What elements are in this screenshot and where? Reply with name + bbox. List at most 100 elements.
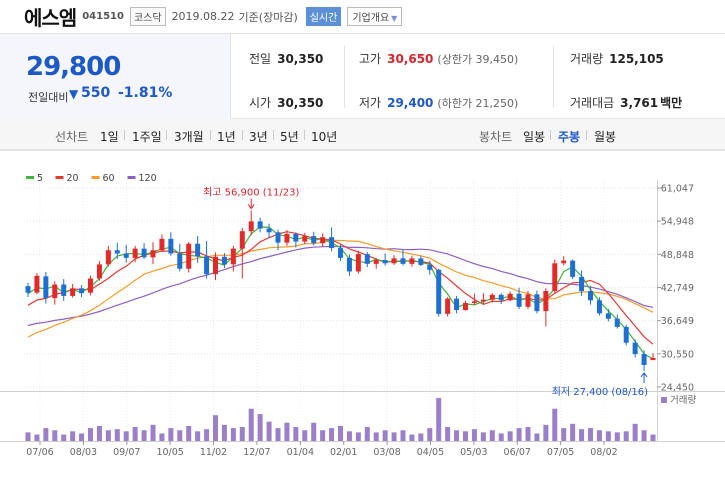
candle-body <box>329 237 335 249</box>
volume-bar <box>570 423 576 441</box>
y-tick-label: 24,450 <box>661 383 694 394</box>
period-5y[interactable]: 5년 <box>280 130 299 144</box>
candle-body <box>382 260 388 264</box>
candle-body <box>61 284 67 296</box>
candle-body <box>445 298 451 314</box>
candle-body <box>454 298 460 311</box>
volume-bar <box>141 430 147 441</box>
candle-body <box>409 258 415 264</box>
x-tick-label: 12/07 <box>243 447 270 458</box>
candle-body <box>248 221 254 232</box>
volume-bar <box>302 430 308 441</box>
candle-weekly[interactable]: 주봉 <box>558 130 581 144</box>
y-tick-label: 36,649 <box>661 316 694 327</box>
period-3y[interactable]: 3년 <box>249 130 268 144</box>
volume-bar <box>454 430 460 441</box>
x-tick-label: 02/01 <box>330 447 357 458</box>
period-3m[interactable]: 3개월 <box>174 130 204 144</box>
period-1w[interactable]: 1주일 <box>132 130 162 144</box>
candle-body <box>320 237 326 244</box>
candle-body <box>25 286 31 293</box>
volume-bar <box>34 434 40 441</box>
candle-daily[interactable]: 일봉 <box>523 130 546 144</box>
volume-bar <box>61 434 67 441</box>
volume-bar <box>588 428 593 441</box>
candle-body <box>605 313 611 319</box>
candle-body <box>427 264 433 270</box>
open-value: 30,350 <box>277 96 324 110</box>
candle-body <box>632 342 638 355</box>
y-tick-label: 30,550 <box>661 349 694 360</box>
low-label: 저가 <box>359 96 382 110</box>
x-tick-label: 09/07 <box>113 447 140 458</box>
volume-label: 거래량 <box>570 52 604 66</box>
candle-body <box>132 248 138 258</box>
period-1d[interactable]: 1일 <box>100 130 119 144</box>
volume-bar <box>543 424 549 441</box>
candle-body <box>213 256 218 275</box>
quote-basis: 기준(장마감) <box>238 10 298 24</box>
x-tick-label: 01/04 <box>287 447 314 458</box>
x-tick-label: 10/05 <box>156 447 183 458</box>
candle-body <box>123 253 129 258</box>
volume-bar <box>418 433 424 441</box>
volume-bar <box>436 398 442 441</box>
candle-body <box>650 357 656 361</box>
y-tick-label: 42,749 <box>661 283 694 294</box>
candle-body <box>230 248 236 265</box>
period-10y[interactable]: 10년 <box>311 130 338 144</box>
volume-bar <box>96 425 102 441</box>
period-1y[interactable]: 1년 <box>217 130 236 144</box>
realtime-button[interactable]: 실시간 <box>305 7 342 26</box>
y-tick-label: 61,047 <box>661 184 694 195</box>
open-label: 시가 <box>249 96 272 110</box>
legend-label: 120 <box>139 173 157 184</box>
x-tick-label: 04/05 <box>417 447 444 458</box>
volume-bar <box>88 428 93 441</box>
candle-body <box>239 231 245 249</box>
candle-body <box>588 291 593 301</box>
prev-close-label: 전일 <box>249 52 272 66</box>
divider <box>273 130 274 140</box>
candle-body <box>159 238 165 251</box>
candle-body <box>338 248 343 258</box>
legend-label: 5 <box>37 173 43 184</box>
divider <box>344 46 345 108</box>
candle-body <box>570 260 576 277</box>
candle-body <box>141 248 147 258</box>
candle-body <box>302 236 308 242</box>
volume-bar <box>25 432 31 441</box>
volume-bar <box>355 432 361 441</box>
divider <box>550 130 551 140</box>
volume-bar <box>346 431 352 441</box>
upper-limit: (상한가 39,450) <box>437 53 519 66</box>
prev-close: 전일 30,350 <box>249 50 323 67</box>
candle-monthly[interactable]: 월봉 <box>594 130 617 144</box>
stock-chart[interactable]: 5 20 60 120 61,047 54,948 48,848 42,749 36,649 3… <box>0 150 725 480</box>
volume-bar <box>52 430 58 441</box>
candle-body <box>346 257 352 272</box>
volume-bar <box>239 427 245 441</box>
volume-bar <box>257 414 263 441</box>
volume-bar <box>248 408 254 441</box>
candle-body <box>168 238 174 254</box>
candle-body <box>525 294 531 307</box>
volume-bar <box>213 415 218 441</box>
volume-bar <box>186 425 192 441</box>
divider <box>124 130 125 140</box>
line-chart-label: 선차트 <box>55 130 89 144</box>
candle-body <box>579 276 585 292</box>
volume-bar <box>284 422 290 441</box>
high-price: 고가 30,650 (상한가 39,450) <box>359 50 518 67</box>
high-value: 30,650 <box>387 52 434 66</box>
current-price: 29,800 <box>26 52 121 82</box>
volume-bar <box>445 427 451 441</box>
low-value: 29,400 <box>387 96 434 110</box>
company-overview-dropdown[interactable]: 기업개요 ▼ <box>347 7 403 26</box>
volume-bar <box>561 428 567 441</box>
candle-body <box>311 236 317 244</box>
volume-bar <box>427 428 433 441</box>
period-bar: 선차트 1일 1주일 3개월 1년 3년 5년 10년 봉차트 일봉 주봉 월봉 <box>0 119 725 150</box>
candle-body <box>88 278 93 293</box>
volume-bar <box>614 432 620 441</box>
